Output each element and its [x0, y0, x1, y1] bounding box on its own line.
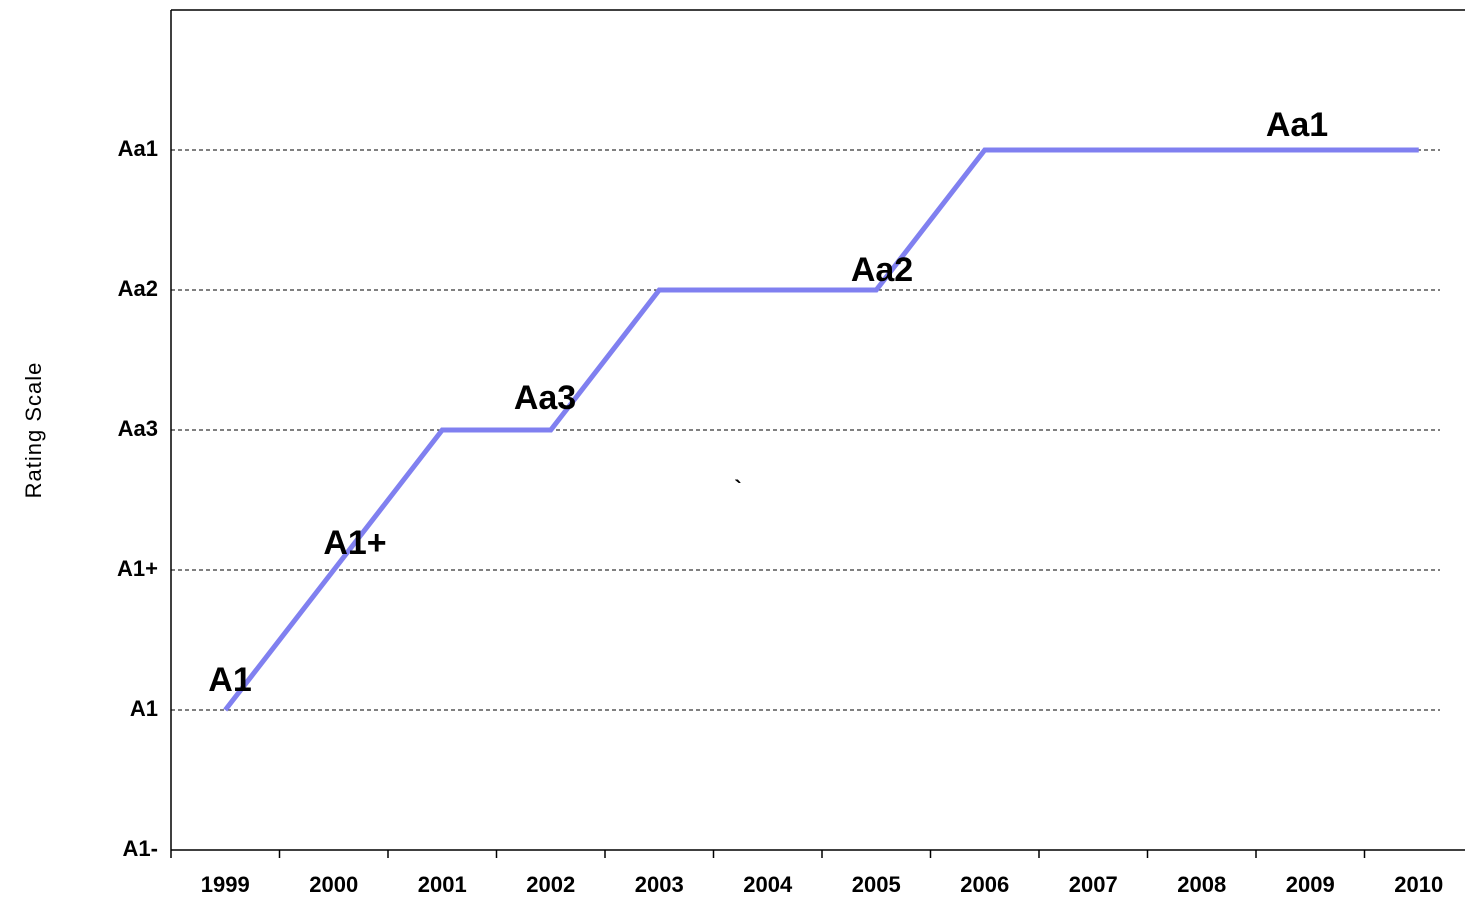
- y-tick-label: Aa2: [118, 276, 158, 301]
- x-tick-label: 2003: [635, 872, 684, 897]
- x-tick-label: 2001: [418, 872, 467, 897]
- y-tick-label: Aa1: [118, 136, 158, 161]
- annotation: `: [734, 476, 741, 501]
- x-tick-label: 2002: [526, 872, 575, 897]
- y-tick-label: A1+: [117, 556, 158, 581]
- x-tick-label: 2009: [1286, 872, 1335, 897]
- x-tick-label: 2010: [1394, 872, 1443, 897]
- annotation: A1: [208, 661, 251, 699]
- rating-line: [223, 147, 1419, 712]
- annotation: Aa3: [514, 379, 576, 417]
- x-tick-label: 2005: [852, 872, 901, 897]
- x-tick-label: 2006: [960, 872, 1009, 897]
- x-tick-label: 2000: [309, 872, 358, 897]
- annotation: Aa1: [1266, 106, 1328, 144]
- y-axis-label: Rating Scale: [21, 362, 46, 499]
- x-tick-label: 1999: [201, 872, 250, 897]
- annotation: Aa2: [851, 251, 913, 289]
- annotation: A1+: [323, 524, 386, 562]
- y-tick-label: A1: [130, 696, 158, 721]
- x-tick-label: 2008: [1177, 872, 1226, 897]
- x-tick-label: 2004: [743, 872, 793, 897]
- y-tick-label: A1-: [123, 836, 158, 861]
- y-tick-label: Aa3: [118, 416, 158, 441]
- x-tick-label: 2007: [1069, 872, 1118, 897]
